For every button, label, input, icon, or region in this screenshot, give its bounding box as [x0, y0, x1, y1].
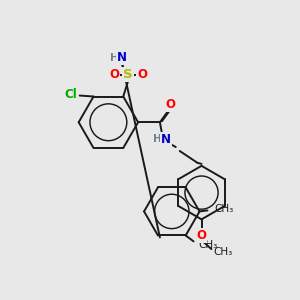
- Text: N: N: [161, 133, 171, 146]
- Text: S: S: [123, 68, 133, 81]
- Text: O: O: [196, 229, 206, 242]
- Text: CH₃: CH₃: [214, 204, 234, 214]
- Text: O: O: [166, 98, 176, 111]
- Text: Cl: Cl: [64, 88, 77, 101]
- Text: O: O: [137, 68, 147, 81]
- Text: H: H: [153, 134, 161, 144]
- Text: CH₃: CH₃: [199, 240, 218, 250]
- Text: O: O: [109, 68, 119, 81]
- Text: CH₃: CH₃: [213, 247, 233, 257]
- Text: N: N: [117, 51, 127, 64]
- Text: H: H: [110, 53, 119, 63]
